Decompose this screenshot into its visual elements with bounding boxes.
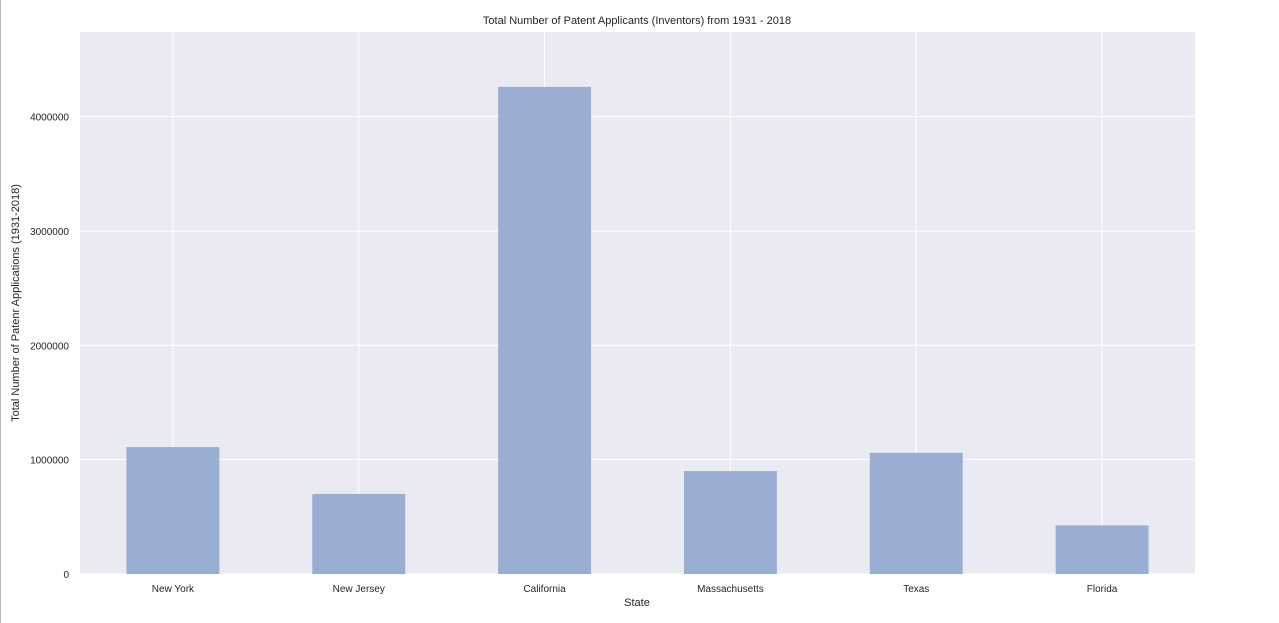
y-axis-ticks: 0 1000000 2000000 3000000 4000000 [30,113,69,581]
y-tick-label: 2000000 [30,341,69,352]
chart-title: Total Number of Patent Applicants (Inven… [483,15,791,27]
bar-texas [869,452,963,574]
plot-area [80,32,1195,574]
bar-new-jersey [312,493,406,574]
x-tick-label: Florida [1087,584,1118,595]
y-tick-label: 3000000 [30,227,69,238]
y-tick-label: 4000000 [30,113,69,124]
bars [126,86,1149,574]
x-tick-label: New York [152,584,195,595]
y-tick-label: 1000000 [30,456,69,467]
y-axis-label: Total Number of Patenr Applications (193… [10,184,22,422]
bar-massachusetts [683,471,777,574]
bar-new-york [126,447,220,574]
x-tick-label: Texas [903,584,929,595]
x-tick-label: Massachusetts [697,584,764,595]
y-tick-label: 0 [63,570,69,581]
bar-florida [1055,525,1149,574]
window-border [0,0,1,623]
bar-california [498,86,592,574]
x-tick-label: New Jersey [333,584,385,595]
x-axis-label: State [624,597,650,609]
x-tick-label: California [523,584,566,595]
x-axis-ticks: New York New Jersey California Massachusett… [152,584,1118,595]
